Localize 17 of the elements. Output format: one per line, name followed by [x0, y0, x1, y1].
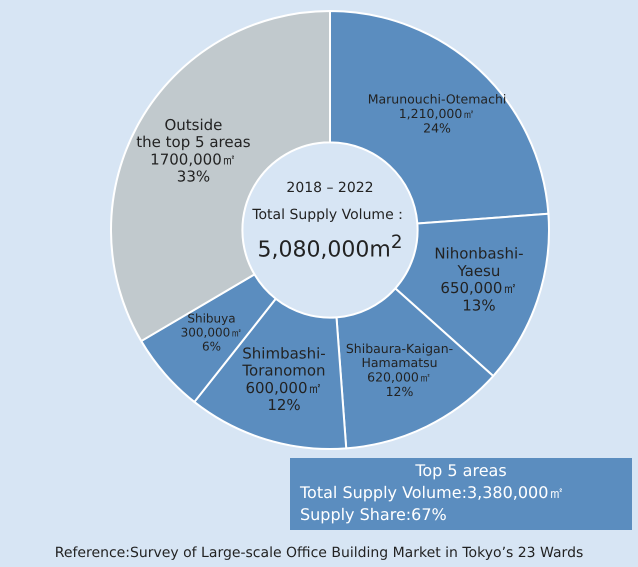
data-label: 600,000㎡ 12%	[245, 378, 323, 414]
data-label: 1,210,000㎡ 24%	[398, 106, 476, 136]
slice-label: Nihonbashi- Yaesu	[434, 244, 524, 280]
data-label: 650,000㎡ 13%	[440, 279, 518, 314]
data-label: 300,000㎡ 6%	[180, 326, 242, 354]
data-label: 1700,000㎡ 33%	[150, 150, 237, 186]
slice-label: Shibaura-Kaigan- Hamamatsu	[346, 340, 454, 370]
text: Top 5 areas Total Supply Volume:3,380,000㎡ Supply Share:67%	[300, 460, 566, 526]
text: Total Supply Volume：	[251, 206, 409, 224]
slice-label: Marunouchi-Otemachi	[368, 92, 506, 107]
data-label: 620,000㎡ 12%	[367, 370, 432, 399]
text: Reference:Survey of Large-scale Office Building Market in Tokyo’s 23 Wards	[54, 545, 584, 561]
slice-label: Outside the top 5 areas	[136, 116, 251, 152]
text: 5,080,000m$^{2}$	[256, 232, 404, 262]
slice-label: Shimbashi- Toranomon	[241, 344, 326, 380]
slice-label: Shibuya	[187, 312, 236, 326]
text: 2018 – 2022	[285, 180, 375, 196]
